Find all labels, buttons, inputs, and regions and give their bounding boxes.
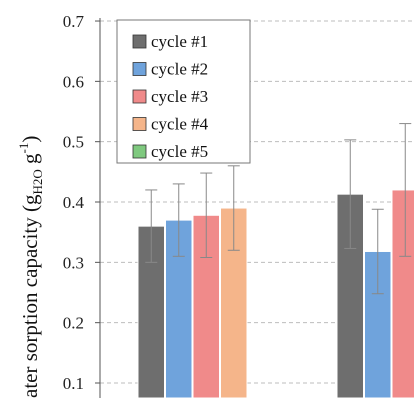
y-ticks: 0.1 0.2 0.3 0.4 0.5 0.6 0.7 <box>63 12 100 393</box>
legend-label: cycle #3 <box>151 87 208 106</box>
bar <box>391 189 414 398</box>
y-tick-label: 0.1 <box>63 374 84 393</box>
legend-label: cycle #1 <box>151 32 208 51</box>
y-tick-label: 0.4 <box>63 193 85 212</box>
legend: cycle #1 cycle #2 cycle #3 cycle #4 cycle #5 <box>116 19 251 164</box>
legend-swatch <box>132 62 147 76</box>
legend-label: cycle #4 <box>151 115 209 134</box>
y-tick-label: 0.5 <box>63 133 84 152</box>
legend-swatch <box>132 117 147 131</box>
y-tick-label: 0.3 <box>63 253 84 272</box>
y-tick-label: 0.6 <box>63 72 84 91</box>
y-axis-label-mid: g <box>18 153 42 169</box>
y-axis-label-sup: -1 <box>16 143 31 154</box>
y-axis-label: ater sorption capacity (gH2O g-1) <box>16 136 45 398</box>
y-axis-label-main: ater sorption capacity (g <box>18 194 42 398</box>
y-tick-label: 0.2 <box>63 314 84 333</box>
legend-swatch <box>132 34 147 49</box>
y-tick-label: 0.7 <box>63 12 85 31</box>
y-axis-label-sub: H2O <box>30 169 45 194</box>
legend-swatch <box>132 144 147 159</box>
legend-label: cycle #2 <box>151 60 208 79</box>
legend-label: cycle #5 <box>151 142 208 161</box>
bars <box>137 123 414 398</box>
y-axis-label-end: ) <box>18 136 42 143</box>
legend-swatch <box>132 89 147 104</box>
